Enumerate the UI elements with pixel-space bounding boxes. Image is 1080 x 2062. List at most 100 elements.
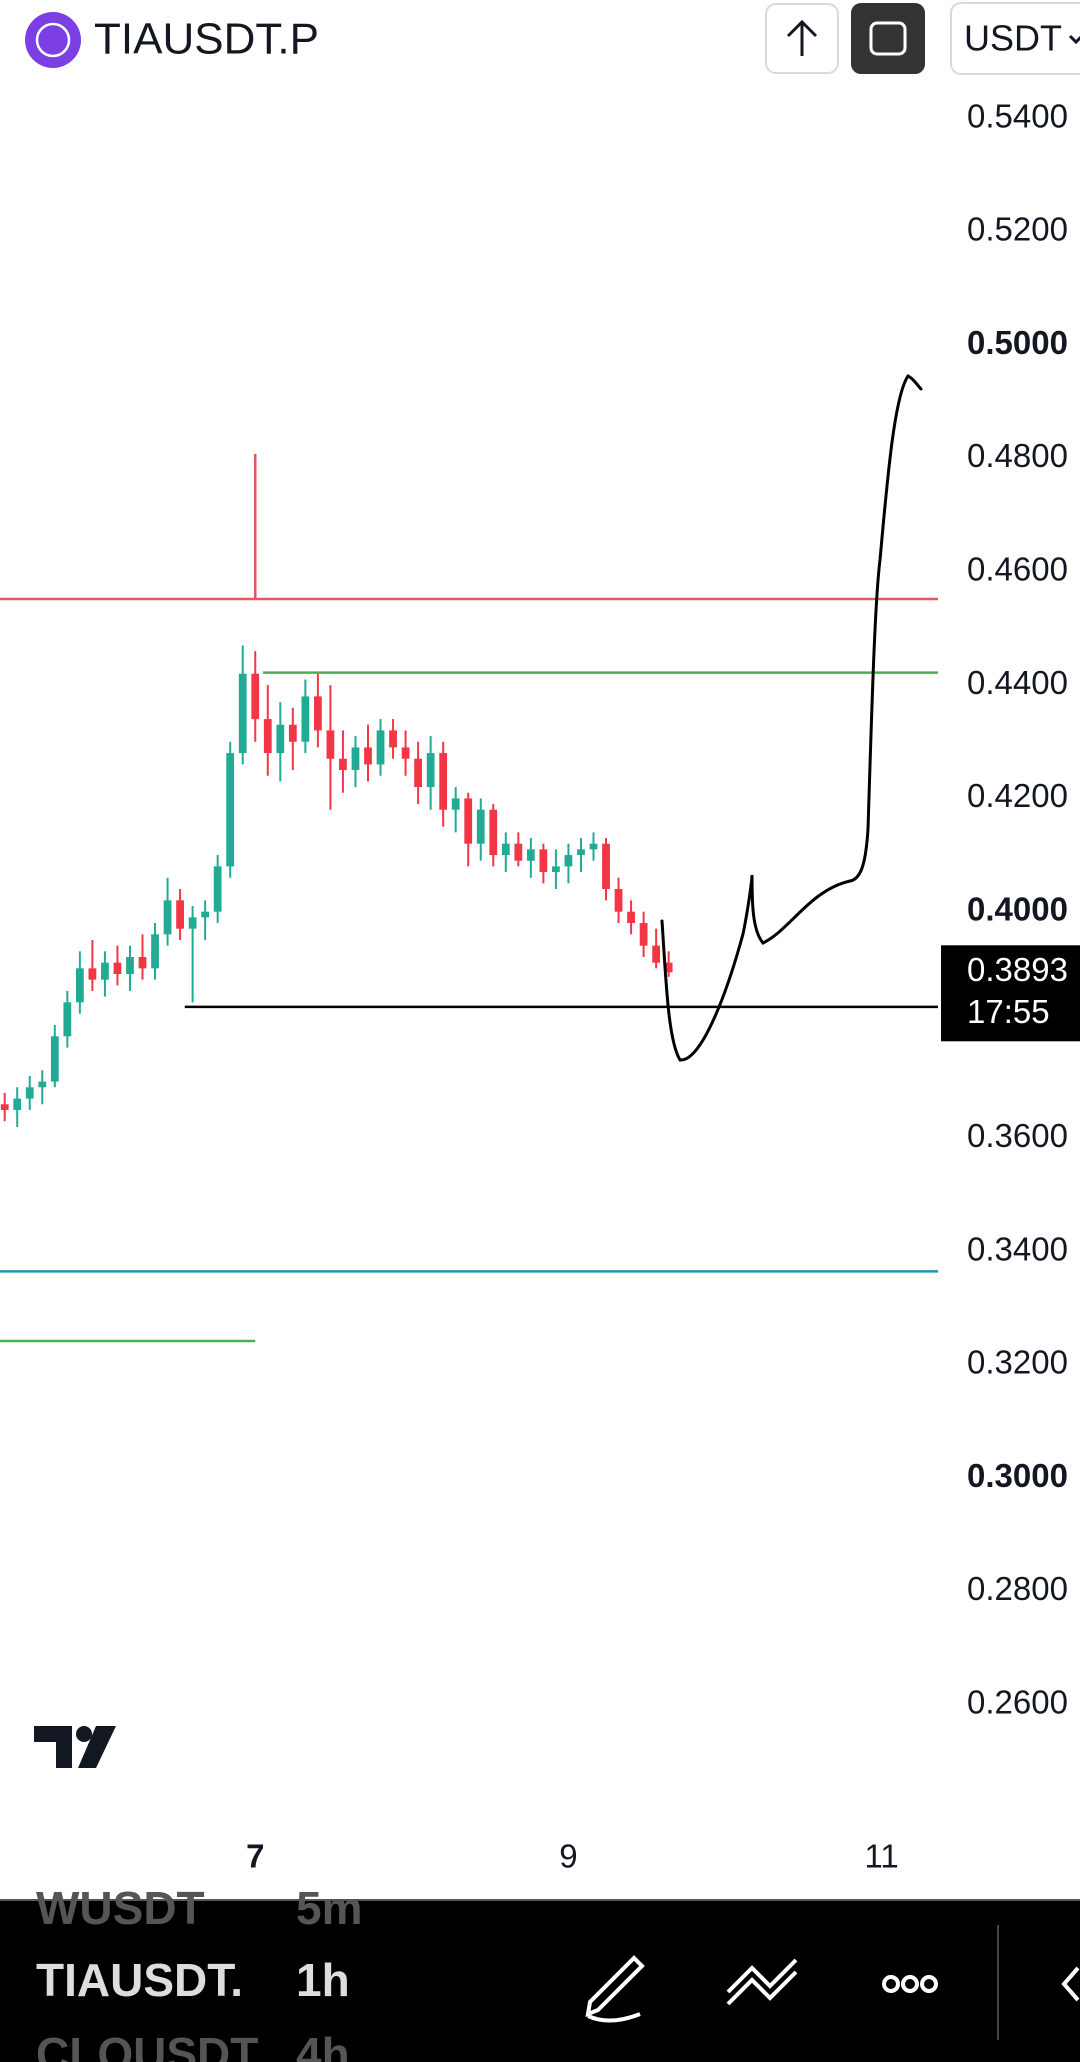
candle-body xyxy=(589,843,598,850)
candle-body xyxy=(188,917,197,929)
back-button[interactable] xyxy=(1061,1966,1080,2002)
draw-tool[interactable] xyxy=(585,1955,645,2023)
y-tick-label: 0.4800 xyxy=(967,437,1068,474)
candle-body xyxy=(627,911,635,924)
candle-body xyxy=(201,911,210,918)
candle-body xyxy=(364,747,372,765)
dropdown-icon xyxy=(1068,34,1080,45)
currency-label: USDT xyxy=(964,18,1062,59)
candle-body xyxy=(151,934,159,969)
candle-body xyxy=(464,798,473,844)
candle-body xyxy=(13,1098,22,1110)
candle-body xyxy=(63,1002,72,1037)
candle-body xyxy=(263,719,272,754)
candle-body xyxy=(489,809,498,856)
candle-body xyxy=(163,900,172,935)
y-tick-label: 0.5200 xyxy=(967,211,1068,248)
candle-body xyxy=(326,730,335,759)
countdown: 17:55 xyxy=(967,993,1050,1030)
watch-interval: 1h xyxy=(296,1954,350,2006)
candle-body xyxy=(514,843,523,861)
y-tick-label: 0.3600 xyxy=(967,1117,1068,1154)
y-tick-label: 0.4000 xyxy=(967,890,1068,927)
candle-body xyxy=(138,957,147,969)
candle-body xyxy=(276,724,285,754)
candle-body xyxy=(639,923,648,946)
candle-body xyxy=(88,968,97,980)
candle-body xyxy=(126,957,134,974)
candle-body xyxy=(226,753,235,867)
candle-body xyxy=(552,866,560,873)
candle-body xyxy=(664,962,673,973)
candle-body xyxy=(614,889,623,912)
y-tick-label: 0.4200 xyxy=(967,777,1068,814)
y-tick-label: 0.2600 xyxy=(967,1683,1068,1720)
y-tick-label: 0.2800 xyxy=(967,1570,1068,1607)
hand-drawing xyxy=(660,374,923,1062)
watch-interval: 4h xyxy=(296,2028,350,2062)
watch-interval: 5m xyxy=(296,1882,362,1934)
candle-body xyxy=(414,758,422,788)
plot: 0.5400 0.5200 0.5000 0.4800 0.4600 0.4400 0.42… xyxy=(0,97,1080,1875)
symbol-logo xyxy=(25,12,81,68)
watch-symbol[interactable]: TIAUSDT. xyxy=(36,1954,243,2006)
x-tick-label: 9 xyxy=(559,1838,577,1875)
candle-body xyxy=(439,753,448,810)
x-tick-label: 11 xyxy=(864,1838,898,1875)
y-tick-label: 0.3000 xyxy=(967,1457,1068,1494)
candle-body xyxy=(351,747,360,771)
candle-body xyxy=(652,945,661,963)
candle-body xyxy=(213,866,222,912)
candle-body xyxy=(101,962,109,980)
fullscreen-icon xyxy=(869,21,907,56)
lines-tool[interactable] xyxy=(726,1958,798,2006)
symbol-title[interactable]: TIAUSDT.P xyxy=(94,15,319,64)
watch-symbol[interactable]: CLOUSDT xyxy=(36,2028,258,2062)
tv-logo-dot xyxy=(76,1726,92,1742)
y-tick-label: 0.3400 xyxy=(967,1230,1068,1267)
candle-body xyxy=(238,673,247,754)
y-tick-label: 0.4600 xyxy=(967,551,1068,588)
tv-logo xyxy=(34,1726,116,1768)
candle-body xyxy=(577,849,585,856)
candle-body xyxy=(251,673,260,720)
candle-body xyxy=(376,730,385,765)
candle-body xyxy=(539,849,548,873)
more-button[interactable] xyxy=(882,1975,938,1993)
y-tick-label: 0.5400 xyxy=(967,97,1068,134)
y-tick-label: 0.4400 xyxy=(967,664,1068,701)
last-price: 0.3893 xyxy=(967,951,1068,988)
share-icon xyxy=(786,19,818,56)
fullscreen-button[interactable] xyxy=(851,3,925,74)
watchlist: WUSDT 5m TIAUSDT. 1h CLOUSDT 4h xyxy=(36,1882,362,2062)
candle-body xyxy=(389,730,397,748)
candle-body xyxy=(426,753,435,788)
candle-body xyxy=(113,962,122,974)
candle-body xyxy=(501,843,510,856)
candle-body xyxy=(602,843,610,890)
candle-body xyxy=(75,968,84,1003)
candle-body xyxy=(314,696,322,731)
x-tick-label: 7 xyxy=(246,1838,264,1875)
watch-symbol[interactable]: WUSDT xyxy=(36,1882,205,1934)
candle-body xyxy=(564,855,573,867)
candle-body xyxy=(0,1104,9,1110)
logo-mark xyxy=(35,22,71,58)
candle-body xyxy=(25,1087,34,1099)
candle-body xyxy=(476,809,485,844)
candle-body xyxy=(339,758,347,771)
candle-body xyxy=(50,1036,59,1082)
price-tag xyxy=(941,945,1080,1042)
candle-body xyxy=(301,696,310,742)
candle-body xyxy=(288,724,297,742)
currency-selector[interactable] xyxy=(950,2,1080,75)
y-tick-label: 0.5000 xyxy=(967,324,1068,361)
y-tick-label: 0.3200 xyxy=(967,1344,1068,1381)
candle-body xyxy=(451,798,460,810)
candle-body xyxy=(38,1081,47,1088)
bottom-bar xyxy=(0,1900,1080,2062)
candle-body xyxy=(401,747,410,759)
candle-body xyxy=(526,849,535,861)
